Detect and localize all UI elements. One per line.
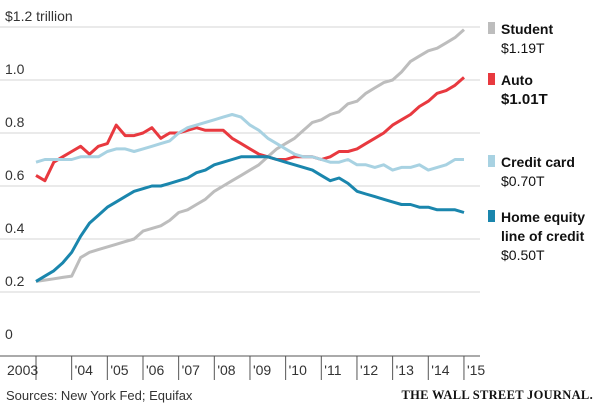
y-tick-label: 1.0 <box>5 61 25 77</box>
series-lines <box>35 28 465 283</box>
y-tick-label: 0.6 <box>5 167 25 183</box>
legend-label: Student <box>501 21 553 37</box>
series-line-credit-card <box>35 113 464 172</box>
source-note: Sources: New York Fed; Equifax <box>6 388 193 403</box>
x-tick-label: '05 <box>110 362 128 378</box>
x-tick-label: '08 <box>217 362 235 378</box>
legend-value: $0.70T <box>501 173 545 189</box>
x-tick-label: '12 <box>360 362 378 378</box>
legend-label: Credit card <box>501 154 575 170</box>
legend-value: $0.50T <box>501 247 545 263</box>
legend-swatch <box>488 22 495 34</box>
x-tick-label: '10 <box>289 362 307 378</box>
x-tick-label: '11 <box>324 362 341 378</box>
y-tick-label: $1.2 trillion <box>5 8 73 24</box>
legend-value: $1.19T <box>501 40 545 56</box>
legend-label: Auto <box>501 72 533 88</box>
legend-swatch <box>488 210 495 222</box>
x-tick-label: '06 <box>146 362 164 378</box>
x-tick-label: '04 <box>75 362 93 378</box>
x-axis: 2003 '04 '05 '06 '07 '08 '09 '10 '11 '12 '13 '14 '15 <box>0 355 485 380</box>
publisher-logo: THE WALL STREET JOURNAL. <box>401 388 593 402</box>
y-tick-label: 0.4 <box>5 220 25 236</box>
x-tick-label: '07 <box>182 362 200 378</box>
x-tick-label: '09 <box>253 362 271 378</box>
y-tick-label: 0.8 <box>5 114 25 130</box>
legend-swatch <box>488 155 495 167</box>
legend: Student $1.19T Auto $1.01T Credit card $0.70T… <box>488 21 585 263</box>
y-tick-label: 0 <box>5 326 13 342</box>
series-line-auto <box>35 76 465 183</box>
series-line-home-equity-line-of-credit <box>35 155 465 283</box>
x-tick-label: '13 <box>396 362 414 378</box>
legend-swatch <box>488 73 495 85</box>
y-axis: 0 0.2 0.4 0.6 0.8 1.0 $1.2 trillion <box>5 8 73 342</box>
series-line-student <box>35 28 465 283</box>
y-tick-label: 0.2 <box>5 273 25 289</box>
legend-value: $1.01T <box>501 91 548 108</box>
line-chart: 2003 '04 '05 '06 '07 '08 '09 '10 '11 '12 '13 '14 '15… <box>0 8 585 380</box>
x-tick-label: '15 <box>467 362 485 378</box>
legend-label: line of credit <box>501 228 585 244</box>
x-tick-label: '14 <box>431 362 449 378</box>
x-tick-label: 2003 <box>7 362 38 378</box>
legend-label: Home equity <box>501 209 585 225</box>
